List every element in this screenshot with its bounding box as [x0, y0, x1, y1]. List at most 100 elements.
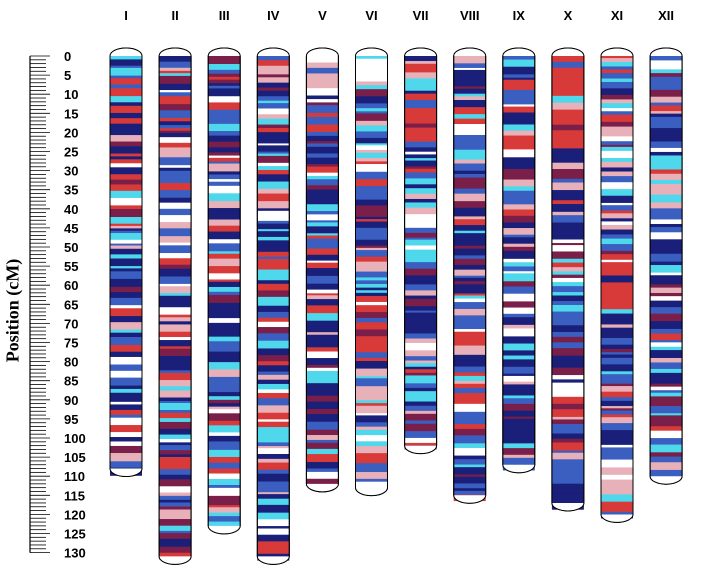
- chromosome-band: [601, 141, 633, 146]
- chromosome-band: [502, 328, 535, 337]
- chromosome-band: [601, 78, 633, 83]
- chromosome-band: [601, 167, 633, 172]
- chromosome-band: [110, 228, 142, 232]
- chromosome-band: [551, 215, 584, 223]
- chromosome-band: [257, 405, 290, 414]
- chromosome-band: [257, 389, 290, 394]
- chromosome-band: [355, 164, 388, 173]
- chromosome-band: [257, 473, 290, 482]
- chromosome-band: [208, 478, 241, 484]
- chromosome-band: [306, 185, 339, 190]
- chromosome-band: [306, 313, 339, 322]
- chromosome-band: [208, 161, 241, 164]
- chromosome-band: [502, 418, 535, 422]
- chromosome-band: [306, 172, 339, 177]
- chromosome-band: [453, 118, 486, 125]
- chromosome-band: [650, 169, 683, 175]
- chromosome-band: [551, 277, 584, 283]
- chromosome-band: [159, 295, 192, 303]
- chromosome-band: [355, 435, 388, 442]
- chromosome-band: [159, 403, 192, 411]
- chromosome-band: [551, 168, 584, 174]
- chromosome-band: [355, 378, 388, 387]
- chromosome-band: [404, 123, 437, 129]
- chromosome-band: [453, 258, 486, 266]
- chromosome-band: [208, 403, 241, 408]
- chromosome-band: [404, 442, 437, 446]
- chromosome-band: [110, 135, 142, 142]
- chromosome-band: [551, 239, 584, 244]
- chromosome-band: [551, 121, 584, 126]
- chromosome-band: [650, 84, 683, 91]
- chromosome-band: [502, 246, 535, 252]
- chromosome-band: [306, 246, 339, 249]
- chromosome-band: [502, 336, 535, 344]
- chromosome-band: [110, 441, 142, 447]
- chromosome-band: [551, 419, 584, 425]
- chromosome-band: [502, 437, 535, 444]
- chromosome-band: [306, 67, 339, 74]
- chromosome-band: [404, 78, 437, 86]
- chromosome-band: [502, 56, 535, 60]
- chromosome-band: [601, 459, 633, 468]
- chromosome-band: [502, 222, 535, 229]
- chromosome-band: [257, 458, 290, 463]
- chromosome-band: [306, 143, 339, 148]
- chromosome-band: [404, 336, 437, 339]
- chromosome-band: [159, 506, 192, 510]
- chromosome-band: [404, 127, 437, 131]
- chromosome-band: [601, 430, 633, 438]
- chromosome-top-cap: [355, 48, 388, 56]
- chromosome-band: [110, 266, 142, 269]
- chromosome-band: [650, 357, 683, 363]
- chromosome-band: [551, 348, 584, 352]
- chromosome-band: [453, 255, 486, 260]
- chromosome-band: [355, 368, 388, 377]
- chromosome-band: [551, 74, 584, 83]
- chromosome-band: [453, 331, 486, 336]
- chromosome-band: [355, 179, 388, 187]
- chromosome-band: [551, 267, 584, 272]
- chromosome-band: [159, 104, 192, 111]
- chromosome-band: [306, 135, 339, 142]
- chromosome-band: [601, 218, 633, 222]
- chromosome-band: [355, 296, 388, 303]
- chromosome-band: [601, 337, 633, 346]
- chromosome-band: [601, 348, 633, 353]
- chromosome-bottom-cap: [404, 445, 437, 454]
- chromosome-band: [551, 379, 584, 384]
- chromosome-band: [306, 439, 339, 444]
- chromosome-band: [355, 287, 388, 291]
- chromosome-band: [650, 287, 683, 294]
- chromosome-band: [601, 410, 633, 415]
- chromosome-band: [208, 239, 241, 244]
- chromosome-band: [306, 233, 339, 236]
- chromosome-band: [110, 308, 142, 317]
- chromosome-band: [306, 116, 339, 125]
- chromosome-band: [453, 347, 486, 356]
- chromosome-border: [355, 47, 388, 497]
- chromosome-band: [306, 214, 339, 221]
- chromosome-band: [601, 331, 633, 339]
- chromosome-band: [355, 103, 388, 109]
- chromosome-band: [551, 355, 584, 359]
- chromosome-band: [159, 245, 192, 254]
- chromosome-band: [453, 424, 486, 430]
- chromosome-band: [551, 245, 584, 252]
- chromosome-band: [453, 284, 486, 290]
- chromosome-band: [650, 183, 683, 190]
- chromosome-border: [256, 47, 290, 565]
- chromosome-band: [551, 137, 584, 142]
- axis-tick-label: 70: [64, 316, 78, 331]
- chromosome-band: [257, 311, 290, 316]
- chromosome-band: [551, 365, 584, 369]
- chromosome-band: [453, 464, 486, 468]
- chromosome-band: [650, 386, 683, 391]
- chromosome-band: [306, 361, 339, 366]
- chromosome-band: [404, 282, 437, 285]
- chromosome-band: [110, 65, 142, 69]
- chromosome-band: [110, 258, 142, 267]
- chromosome-band: [502, 130, 535, 134]
- chromosome-label: IX: [513, 8, 526, 23]
- chromosome-band: [306, 179, 339, 186]
